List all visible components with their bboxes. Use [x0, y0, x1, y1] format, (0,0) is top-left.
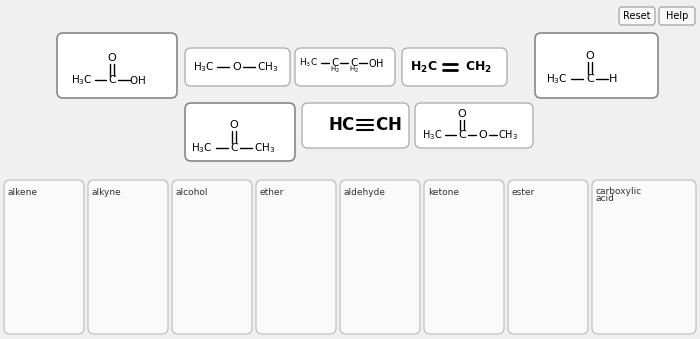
Text: $\mathregular{CH_2}$: $\mathregular{CH_2}$ [466, 59, 493, 75]
Text: C: C [586, 74, 594, 84]
FancyBboxPatch shape [185, 48, 290, 86]
Text: $\mathregular{OH}$: $\mathregular{OH}$ [368, 57, 384, 69]
Text: H: H [609, 74, 617, 84]
Text: $\mathregular{OH}$: $\mathregular{OH}$ [129, 74, 146, 86]
Text: acid: acid [596, 194, 615, 203]
FancyBboxPatch shape [659, 7, 695, 25]
Text: $\mathregular{H_3C}$: $\mathregular{H_3C}$ [191, 141, 213, 155]
FancyBboxPatch shape [402, 48, 507, 86]
Text: O: O [458, 109, 466, 119]
Text: $\mathregular{H_3C}$: $\mathregular{H_3C}$ [546, 72, 568, 86]
Text: $\mathbf{HC}$: $\mathbf{HC}$ [328, 116, 355, 134]
FancyBboxPatch shape [619, 7, 655, 25]
FancyBboxPatch shape [57, 33, 177, 98]
Text: Help: Help [666, 11, 688, 21]
Text: ether: ether [260, 188, 284, 197]
Text: ester: ester [512, 188, 536, 197]
Text: C: C [331, 58, 339, 68]
Text: $\mathregular{H_3C}$: $\mathregular{H_3C}$ [193, 60, 215, 74]
Text: O: O [108, 53, 116, 63]
Text: alkyne: alkyne [92, 188, 122, 197]
Text: $\mathbf{CH}$: $\mathbf{CH}$ [375, 116, 402, 134]
FancyBboxPatch shape [340, 180, 420, 334]
FancyBboxPatch shape [88, 180, 168, 334]
Text: Reset: Reset [623, 11, 651, 21]
Text: $\mathregular{H_3C}$: $\mathregular{H_3C}$ [71, 73, 93, 87]
Text: C: C [458, 130, 466, 140]
Text: $\mathregular{CH_3}$: $\mathregular{CH_3}$ [258, 60, 279, 74]
Text: O: O [232, 62, 241, 72]
Text: O: O [479, 130, 487, 140]
FancyBboxPatch shape [172, 180, 252, 334]
FancyBboxPatch shape [415, 103, 533, 148]
FancyBboxPatch shape [535, 33, 658, 98]
Text: ketone: ketone [428, 188, 459, 197]
Text: $\mathregular{H_2}$: $\mathregular{H_2}$ [330, 65, 340, 75]
Text: $\mathregular{CH_3}$: $\mathregular{CH_3}$ [498, 128, 518, 142]
Text: $\mathregular{H_2}$: $\mathregular{H_2}$ [349, 65, 359, 75]
FancyBboxPatch shape [302, 103, 409, 148]
FancyBboxPatch shape [4, 180, 84, 334]
Text: C: C [108, 75, 116, 85]
Text: carboxylic: carboxylic [596, 187, 643, 196]
Text: alcohol: alcohol [176, 188, 209, 197]
Text: alkene: alkene [8, 188, 38, 197]
Text: C: C [350, 58, 358, 68]
Text: O: O [586, 51, 594, 61]
FancyBboxPatch shape [592, 180, 696, 334]
Text: aldehyde: aldehyde [344, 188, 386, 197]
Text: $\mathregular{H_3C}$: $\mathregular{H_3C}$ [298, 57, 318, 69]
FancyBboxPatch shape [424, 180, 504, 334]
FancyBboxPatch shape [256, 180, 336, 334]
Text: $\mathregular{H_3C}$: $\mathregular{H_3C}$ [422, 128, 442, 142]
Text: O: O [230, 120, 239, 130]
Text: $\mathregular{CH_3}$: $\mathregular{CH_3}$ [254, 141, 276, 155]
FancyBboxPatch shape [508, 180, 588, 334]
FancyBboxPatch shape [185, 103, 295, 161]
Text: C: C [230, 143, 238, 153]
FancyBboxPatch shape [295, 48, 395, 86]
Text: $\mathregular{H_2C}$: $\mathregular{H_2C}$ [410, 59, 438, 75]
